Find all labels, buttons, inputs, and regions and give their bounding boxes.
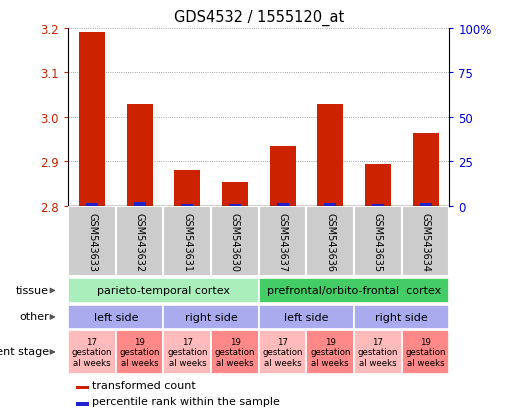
Text: tissue: tissue <box>16 285 49 295</box>
Bar <box>116 206 164 277</box>
Bar <box>413 133 439 206</box>
Bar <box>270 147 296 206</box>
Text: 17
gestation
al weeks: 17 gestation al weeks <box>167 337 208 367</box>
Text: GSM543631: GSM543631 <box>182 212 192 271</box>
Bar <box>259 305 354 330</box>
Bar <box>211 206 259 277</box>
Bar <box>372 204 384 206</box>
Bar <box>116 330 164 374</box>
Bar <box>365 164 391 206</box>
Bar <box>164 206 211 277</box>
Text: transformed count: transformed count <box>92 380 196 390</box>
Bar <box>259 330 307 374</box>
Text: 17
gestation
al weeks: 17 gestation al weeks <box>358 337 398 367</box>
Bar <box>277 204 288 206</box>
Text: GSM543632: GSM543632 <box>135 212 144 271</box>
Bar <box>307 330 354 374</box>
Text: 19
gestation
al weeks: 19 gestation al weeks <box>215 337 255 367</box>
Text: 19
gestation
al weeks: 19 gestation al weeks <box>119 337 160 367</box>
Text: right side: right side <box>185 312 237 322</box>
Bar <box>354 305 449 330</box>
Bar <box>420 204 432 206</box>
Bar <box>86 204 98 206</box>
Bar <box>76 402 89 406</box>
Bar <box>68 305 164 330</box>
Bar <box>259 278 449 304</box>
Bar <box>134 203 145 206</box>
Bar <box>402 206 449 277</box>
Bar <box>127 104 153 206</box>
Bar <box>229 204 241 206</box>
Text: 19
gestation
al weeks: 19 gestation al weeks <box>310 337 350 367</box>
Bar <box>164 330 211 374</box>
Text: development stage: development stage <box>0 346 49 356</box>
Text: GSM543634: GSM543634 <box>421 212 431 271</box>
Text: GSM543637: GSM543637 <box>278 212 288 271</box>
Text: GSM543630: GSM543630 <box>230 212 240 271</box>
Bar <box>307 206 354 277</box>
Bar <box>76 386 89 389</box>
Bar <box>324 204 336 206</box>
Bar <box>222 182 248 206</box>
Bar <box>354 206 402 277</box>
Bar <box>164 305 259 330</box>
Bar <box>79 33 105 206</box>
Title: GDS4532 / 1555120_at: GDS4532 / 1555120_at <box>174 10 344 26</box>
Bar <box>68 206 116 277</box>
Bar <box>259 206 307 277</box>
Text: 17
gestation
al weeks: 17 gestation al weeks <box>263 337 303 367</box>
Bar <box>354 330 402 374</box>
Bar <box>68 278 259 304</box>
Text: 19
gestation
al weeks: 19 gestation al weeks <box>406 337 446 367</box>
Text: 17
gestation
al weeks: 17 gestation al weeks <box>72 337 112 367</box>
Text: percentile rank within the sample: percentile rank within the sample <box>92 396 280 406</box>
Bar <box>211 330 259 374</box>
Bar <box>181 204 193 206</box>
Text: GSM543636: GSM543636 <box>325 212 335 271</box>
Text: GSM543633: GSM543633 <box>87 212 97 271</box>
Text: left side: left side <box>284 312 329 322</box>
Text: right side: right side <box>375 312 428 322</box>
Text: parieto-temporal cortex: parieto-temporal cortex <box>97 286 230 296</box>
Text: other: other <box>19 312 49 322</box>
Bar <box>174 171 200 206</box>
Bar <box>402 330 449 374</box>
Text: prefrontal/orbito-frontal  cortex: prefrontal/orbito-frontal cortex <box>267 286 441 296</box>
Text: left side: left side <box>93 312 138 322</box>
Bar <box>317 104 343 206</box>
Text: GSM543635: GSM543635 <box>373 212 383 271</box>
Bar <box>68 330 116 374</box>
